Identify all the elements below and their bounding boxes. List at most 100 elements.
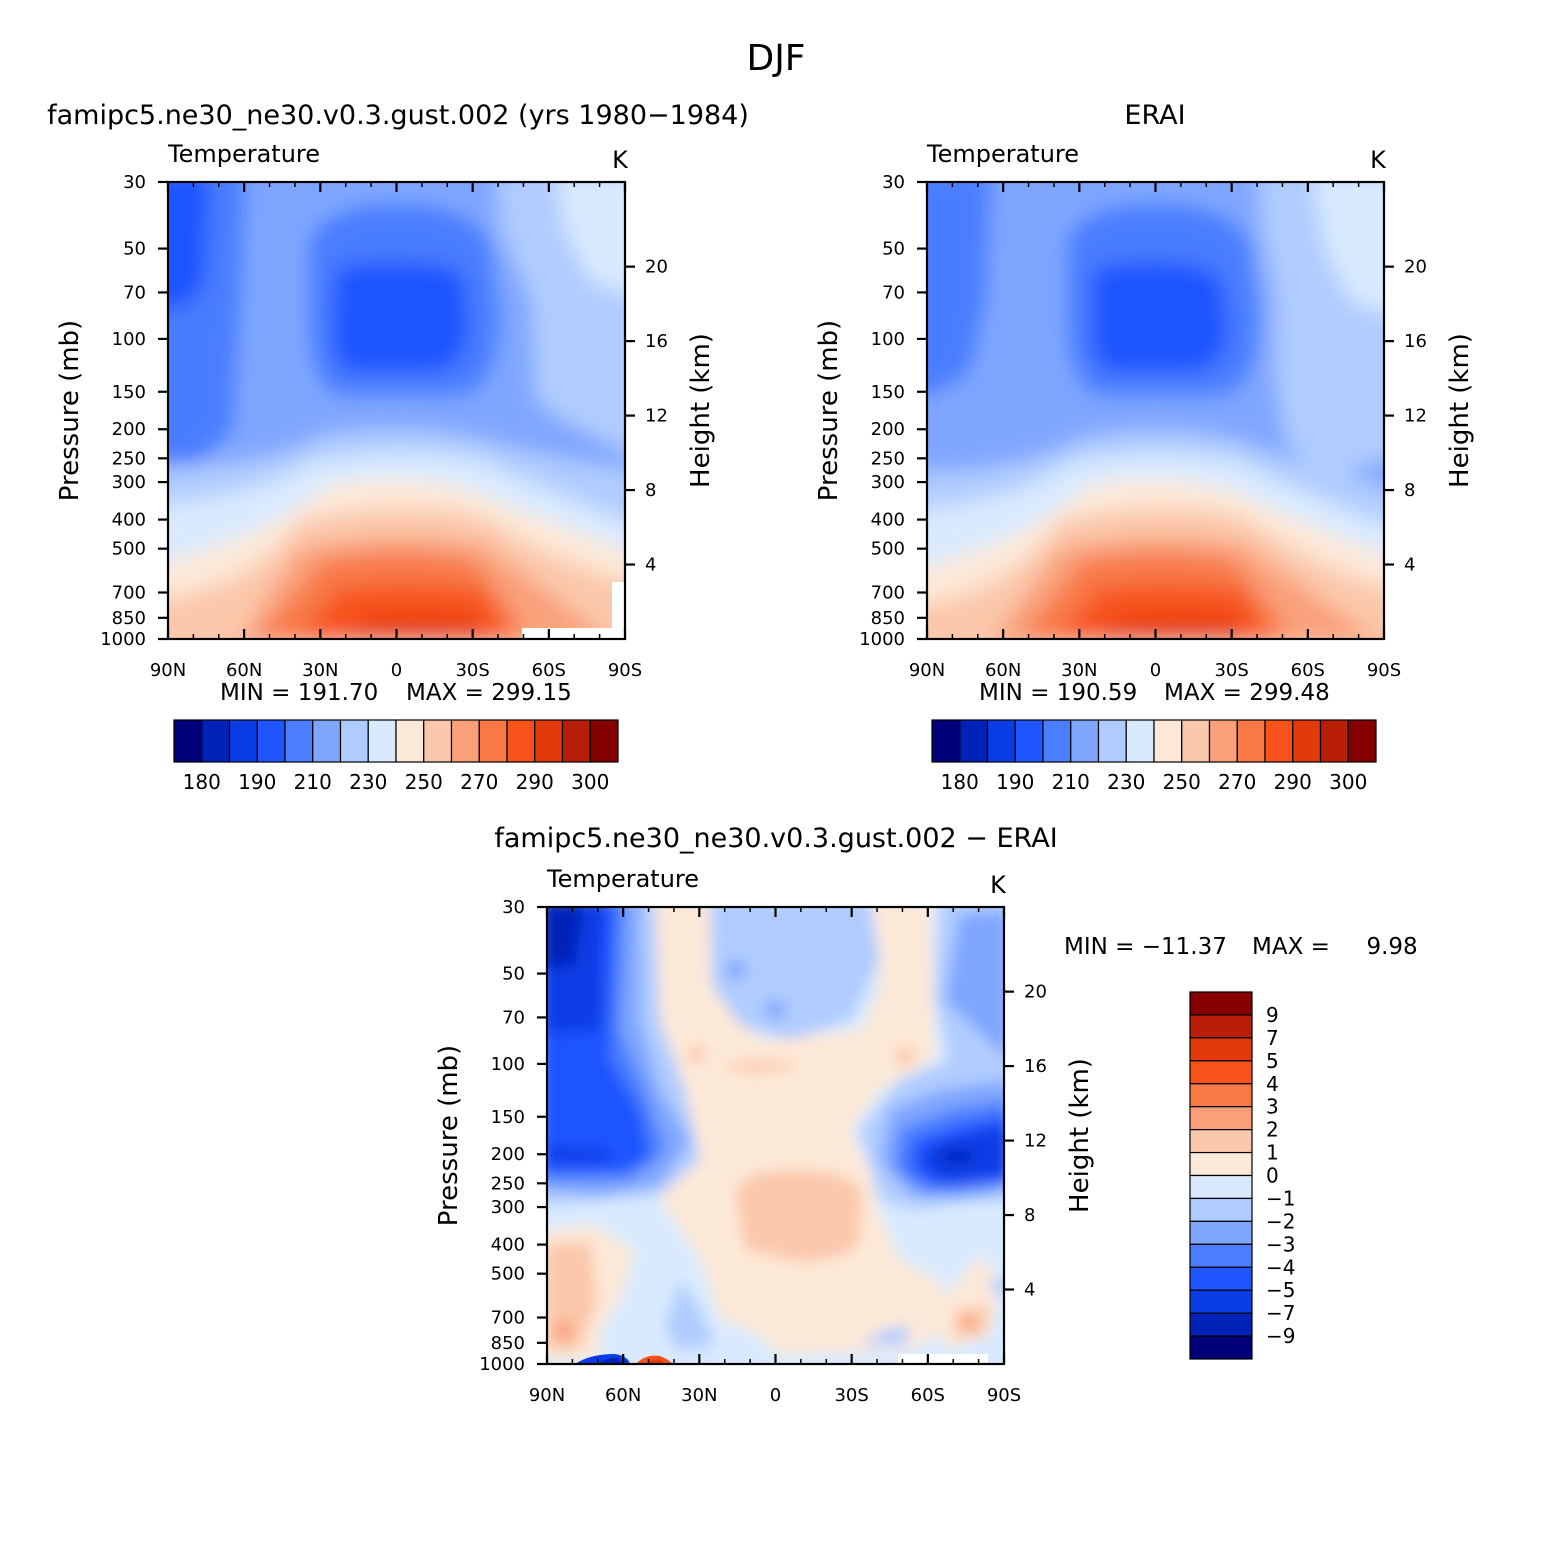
colorbar-swatch [1208,719,1238,763]
colorbar-swatch [367,719,397,763]
colorbar-label: 290 [516,770,554,794]
x-tick-label: 30N [681,1385,717,1406]
x-tick-label: 0 [770,1385,781,1406]
max-label: MAX = 9.98 [1252,934,1418,960]
y-tick-label: 250 [112,448,146,469]
colorbar-swatch [1347,719,1377,763]
colorbar-label: 300 [571,770,609,794]
panel-diff: famipc5.ne30_ne30.v0.3.gust.002 − ERAI T… [434,823,1418,1406]
y-tick-label: 50 [882,239,905,260]
colorbar-swatch [201,719,231,763]
colorbar-label: 180 [183,770,221,794]
y-tick-label: 300 [871,472,905,493]
contour-field [547,907,1004,1364]
panel-title: famipc5.ne30_ne30.v0.3.gust.002 − ERAI [494,823,1057,854]
colorbar-swatch [395,719,425,763]
colorbar-swatch [931,719,961,763]
colorbar-label: −5 [1266,1278,1295,1302]
colorbar-swatch [1189,1060,1253,1085]
colorbar-swatch [312,719,342,763]
y-tick-label: 30 [123,172,146,193]
field-label: Temperature [167,140,320,168]
colorbar-label: −4 [1266,1255,1295,1279]
y-tick-label: 850 [112,608,146,629]
x-tick-label: 90N [150,660,186,681]
colorbar-swatch [1236,719,1266,763]
colorbar-swatch [423,719,453,763]
colorbar-swatch [1189,1289,1253,1314]
panel-title: ERAI [1124,100,1185,131]
field-label: Temperature [926,140,1079,168]
y-tick-label: 200 [112,419,146,440]
y-tick-label: 100 [491,1054,525,1075]
colorbar-swatch [1189,1312,1253,1337]
colorbar-swatch [589,719,619,763]
x-tick-label: 60N [226,660,262,681]
colorbar-swatch [256,719,286,763]
colorbar-swatch [1264,719,1294,763]
colorbar-swatch [478,719,508,763]
colorbar-swatch [1070,719,1100,763]
y-tick-label: 150 [871,382,905,403]
x-tick-label: 30N [1061,660,1097,681]
colorbar-label: −2 [1266,1209,1295,1233]
colorbar-swatch [228,719,258,763]
colorbar-label: 2 [1266,1118,1279,1142]
y-tick-label: 400 [491,1235,525,1256]
y-tick-label: 250 [871,448,905,469]
x-tick-label: 60N [605,1385,641,1406]
colorbar-label: 290 [1274,770,1312,794]
colorbar-swatch [1014,719,1044,763]
y-axis-title: Pressure (mb) [55,320,85,501]
y-tick-label: 500 [871,539,905,560]
y-tick-label: 700 [871,583,905,604]
colorbar-swatch [284,719,314,763]
x-tick-label: 90N [529,1385,565,1406]
y-tick-label: 850 [491,1333,525,1354]
colorbar-label: 270 [460,770,498,794]
y-tick-label: 850 [871,608,905,629]
colorbar-swatch [1189,1129,1253,1154]
y2-tick-label: 8 [1024,1205,1035,1226]
units-label: K [612,146,629,174]
colorbar-label: −3 [1266,1232,1295,1256]
colorbar-label: 210 [294,770,332,794]
colorbar: 180 190 210 230 250 270 290 300 [173,719,619,794]
y2-tick-label: 12 [1404,406,1427,427]
y-tick-label: 250 [491,1173,525,1194]
y-tick-label: 1000 [859,629,905,650]
colorbar-swatch [173,719,203,763]
y2-tick-label: 4 [645,555,656,576]
colorbar-label: −7 [1266,1301,1295,1325]
y2-tick-label: 12 [645,406,668,427]
colorbar-swatch [1181,719,1211,763]
x-tick-label: 60S [532,660,566,681]
min-label: MIN = −11.37 [1064,934,1227,960]
x-tick-label: 30S [834,1385,868,1406]
y-tick-label: 70 [502,1007,525,1028]
y-tick-label: 700 [112,583,146,604]
x-tick-label: 30S [455,660,489,681]
y-axis-title: Pressure (mb) [814,320,844,501]
colorbar-swatch [1189,1220,1253,1245]
max-label: MAX = 299.15 [406,680,572,706]
y-tick-label: 100 [112,329,146,350]
y2-tick-label: 16 [645,331,668,352]
y-tick-label: 30 [882,172,905,193]
y-tick-label: 70 [123,282,146,303]
colorbar-swatch [339,719,369,763]
y2-tick-label: 20 [1024,982,1047,1003]
x-tick-label: 60S [1291,660,1325,681]
contour-field [168,182,625,639]
y2-tick-label: 4 [1024,1280,1035,1301]
y2-tick-label: 20 [1404,257,1427,278]
contour-field [927,182,1384,639]
y2-axis-title: Height (km) [1065,1058,1095,1213]
colorbar-swatch [959,719,989,763]
colorbar-label: 180 [941,770,979,794]
min-label: MIN = 191.70 [220,680,378,706]
colorbar-swatch [1153,719,1183,763]
colorbar-label: 210 [1052,770,1090,794]
